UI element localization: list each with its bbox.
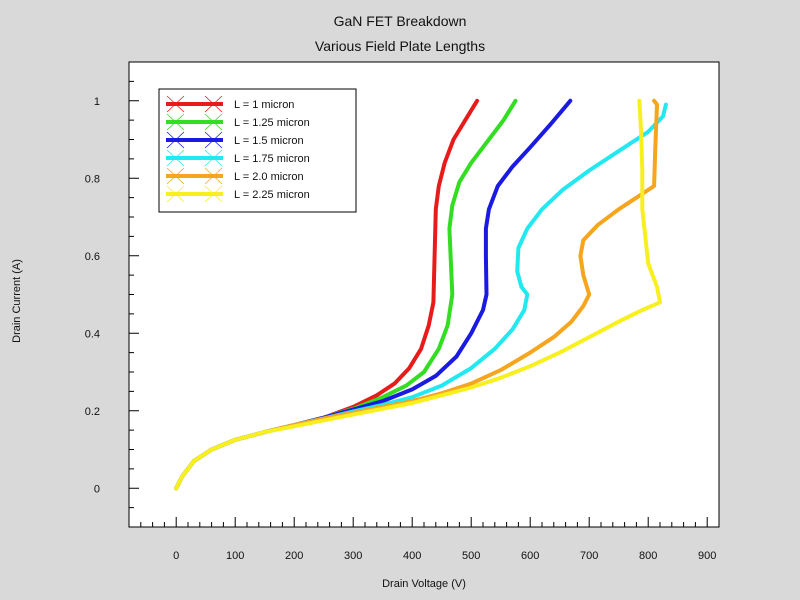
y-tick-label: 0.2 (85, 406, 100, 418)
legend: L = 1 micron L = 1.25 micron L = 1.5 micro… (158, 88, 357, 213)
x-tick-label: 300 (344, 550, 362, 562)
chart-subtitle: Various Field Plate Lengths (315, 38, 485, 54)
legend-entry: L = 1.5 micron (166, 131, 304, 149)
legend-entry: L = 1.25 micron (166, 113, 310, 131)
legend-label: L = 1.75 micron (234, 153, 310, 165)
legend-label: L = 1 micron (234, 99, 294, 111)
legend-box (158, 88, 357, 213)
legend-label: L = 1.5 micron (234, 135, 304, 147)
x-tick-label: 0 (173, 550, 179, 562)
x-tick-label: 100 (226, 550, 244, 562)
y-tick-label: 0.8 (85, 173, 100, 185)
legend-entry: L = 2.0 micron (166, 167, 304, 185)
x-tick-label: 200 (285, 550, 303, 562)
x-tick-label: 500 (462, 550, 480, 562)
y-axis-label: Drain Current (A) (11, 259, 23, 343)
series-layer (174, 98, 668, 491)
x-tick-label: 800 (639, 550, 657, 562)
chart-title: GaN FET Breakdown (334, 13, 467, 29)
x-tick-label: 400 (403, 550, 421, 562)
x-axis-label: Drain Voltage (V) (382, 578, 466, 590)
legend-entry: L = 1.75 micron (166, 149, 310, 167)
y-tick-label: 0.6 (85, 251, 100, 263)
legend-entry: L = 2.25 micron (166, 185, 310, 203)
axis-ticks: 0 100 200 300 400 500 600 700 800 900 0 0.2 0.4 0.6 0.… (85, 80, 716, 562)
y-tick-label: 0 (94, 483, 100, 495)
y-tick-label: 1 (94, 96, 100, 108)
legend-label: L = 1.25 micron (234, 117, 310, 129)
x-tick-label: 700 (580, 550, 598, 562)
x-tick-label: 600 (521, 550, 539, 562)
legend-entry: L = 1 micron (166, 95, 294, 113)
legend-label: L = 2.25 micron (234, 189, 310, 201)
x-tick-label: 900 (698, 550, 716, 562)
legend-label: L = 2.0 micron (234, 171, 304, 183)
y-tick-label: 0.4 (85, 328, 100, 340)
series-line-5 (174, 98, 662, 491)
